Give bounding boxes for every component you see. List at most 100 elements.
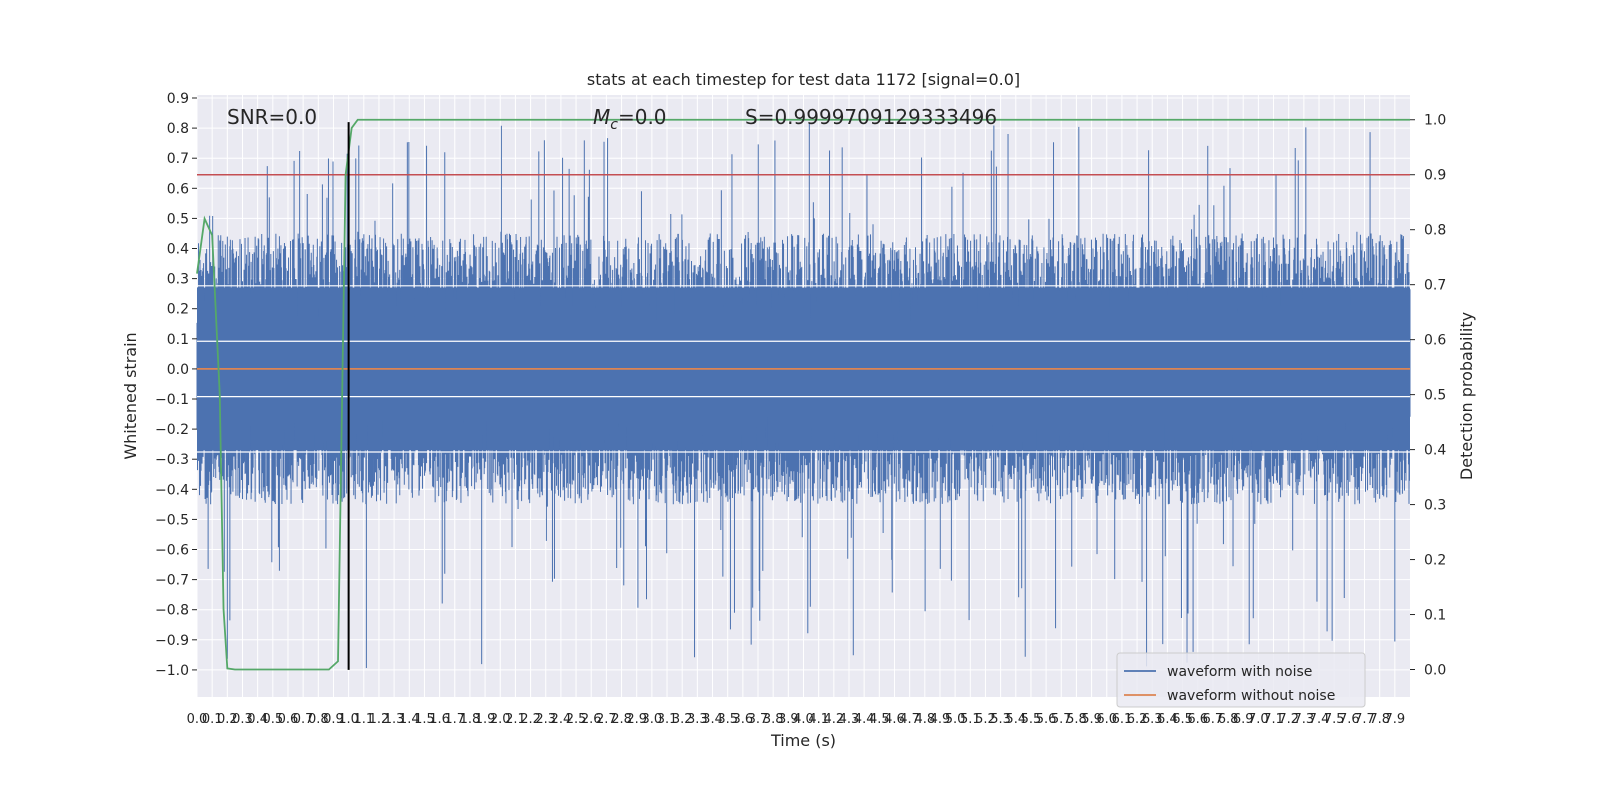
x-tick-label: 5.2	[975, 712, 996, 727]
y2-axis-label: Detection probability	[1457, 312, 1476, 480]
chirp-mass-annotation: Mc=0.0	[593, 105, 667, 133]
y-tick-label: 0.8	[167, 121, 189, 137]
x-tick-label: 5.0	[945, 712, 966, 727]
x-tick-label: 0.4	[247, 712, 268, 727]
y-tick-label: −0.5	[155, 512, 189, 528]
y-tick-label: −1.0	[155, 663, 189, 679]
x-tick-label: 7.5	[1324, 712, 1345, 727]
x-tick-label: 4.2	[823, 712, 844, 727]
x-tick-label: 2.8	[611, 712, 632, 727]
x-tick-label: 3.7	[748, 712, 769, 727]
x-tick-label: 3.9	[778, 712, 799, 727]
y-axis-label: Whitened strain	[121, 332, 140, 459]
x-tick-label: 1.0	[338, 712, 359, 727]
x-tick-label: 1.9	[475, 712, 496, 727]
y-tick-label: 0.6	[167, 181, 189, 197]
y-tick-label: −0.8	[155, 603, 189, 619]
x-tick-label: 5.3	[990, 712, 1011, 727]
x-tick-label: 1.7	[444, 712, 465, 727]
y-tick-label: 0.9	[167, 91, 189, 107]
x-tick-label: 3.6	[733, 712, 754, 727]
x-tick-label: 3.2	[672, 712, 693, 727]
x-tick-label: 7.2	[1278, 712, 1299, 727]
y2-tick-label: 0.4	[1424, 443, 1446, 459]
x-tick-label: 4.6	[884, 712, 905, 727]
x-tick-label: 0.6	[278, 712, 299, 727]
x-tick-label: 0.9	[323, 712, 344, 727]
legend-box	[1116, 652, 1366, 708]
x-tick-label: 6.3	[1142, 712, 1163, 727]
x-tick-label: 2.6	[581, 712, 602, 727]
y2-tick-label: 0.6	[1424, 333, 1446, 349]
x-tick-label: 7.6	[1339, 712, 1360, 727]
noise-trace	[196, 122, 1411, 668]
y-tick-label: 0.1	[167, 332, 189, 348]
x-tick-label: 6.9	[1233, 712, 1254, 727]
y-tick-label: 0.2	[167, 302, 189, 318]
y2-tick-label: 0.9	[1424, 168, 1446, 184]
x-tick-label: 1.3	[384, 712, 405, 727]
x-tick-label: 6.8	[1218, 712, 1239, 727]
x-tick-label: 3.4	[702, 712, 723, 727]
y-tick-label: −0.7	[155, 573, 189, 589]
x-tick-label: 7.3	[1294, 712, 1315, 727]
chirp-mass-subscript: c	[610, 117, 618, 133]
x-tick-label: 2.7	[596, 712, 617, 727]
x-tick-label: 1.2	[369, 712, 390, 727]
x-tick-label: 2.0	[490, 712, 511, 727]
y-tick-label: −0.1	[155, 392, 189, 408]
x-tick-label: 7.9	[1384, 712, 1405, 727]
x-tick-label: 5.8	[1066, 712, 1087, 727]
x-tick-label: 0.1	[202, 712, 223, 727]
x-tick-label: 2.5	[566, 712, 587, 727]
x-tick-label: 5.5	[1021, 712, 1042, 727]
x-tick-label: 0.8	[308, 712, 329, 727]
y-tick-label: −0.6	[155, 543, 189, 559]
legend: waveform with noise waveform without noi…	[1116, 652, 1366, 708]
x-tick-label: 1.4	[399, 712, 420, 727]
chirp-mass-symbol: M	[593, 105, 610, 129]
x-tick-label: 0.5	[262, 712, 283, 727]
x-axis-label: Time (s)	[770, 731, 836, 750]
x-tick-label: 7.1	[1263, 712, 1284, 727]
x-tick-label: 5.1	[960, 712, 981, 727]
stat-annotation: S=0.9999709129333496	[745, 105, 997, 129]
series-lines	[196, 118, 1410, 671]
y-tick-label: −0.4	[155, 482, 189, 498]
x-tick-label: 3.1	[657, 712, 678, 727]
y-tick-label: 0.3	[167, 272, 189, 288]
y2-tick-label: 0.1	[1424, 608, 1446, 624]
x-tick-label: 1.5	[414, 712, 435, 727]
x-tick-label: 4.9	[930, 712, 951, 727]
x-tick-label: 4.7	[899, 712, 920, 727]
x-tick-label: 1.6	[429, 712, 450, 727]
chirp-mass-value: =0.0	[618, 105, 667, 129]
y2-tick-label: 1.0	[1424, 113, 1446, 129]
x-tick-label: 1.8	[460, 712, 481, 727]
x-tick-label: 4.5	[869, 712, 890, 727]
x-tick-label: 6.0	[1096, 712, 1117, 727]
x-tick-label: 0.0	[187, 712, 208, 727]
x-tick-label: 7.0	[1248, 712, 1269, 727]
axes: 0.90.80.70.60.50.40.30.20.10.0−0.1−0.2−0…	[155, 91, 1446, 727]
snr-annotation: SNR=0.0	[227, 105, 317, 129]
x-tick-label: 4.4	[854, 712, 875, 727]
x-tick-label: 6.1	[1112, 712, 1133, 727]
y-tick-label: 0.5	[167, 211, 189, 227]
x-tick-label: 0.3	[232, 712, 253, 727]
x-tick-label: 6.7	[1203, 712, 1224, 727]
x-tick-label: 3.8	[763, 712, 784, 727]
x-tick-label: 6.4	[1157, 712, 1178, 727]
x-tick-label: 7.7	[1354, 712, 1375, 727]
y2-tick-label: 0.7	[1424, 278, 1446, 294]
x-tick-label: 1.1	[353, 712, 374, 727]
chart-title: stats at each timestep for test data 117…	[587, 70, 1020, 89]
x-tick-label: 6.5	[1172, 712, 1193, 727]
y-tick-label: −0.2	[155, 422, 189, 438]
annotations: SNR=0.0 Mc=0.0 S=0.9999709129333496	[227, 105, 997, 133]
y2-tick-label: 0.5	[1424, 388, 1446, 404]
series-detection-probability	[196, 118, 1410, 671]
legend-label-waveform-with-noise: waveform with noise	[1167, 664, 1312, 680]
x-tick-label: 3.3	[687, 712, 708, 727]
